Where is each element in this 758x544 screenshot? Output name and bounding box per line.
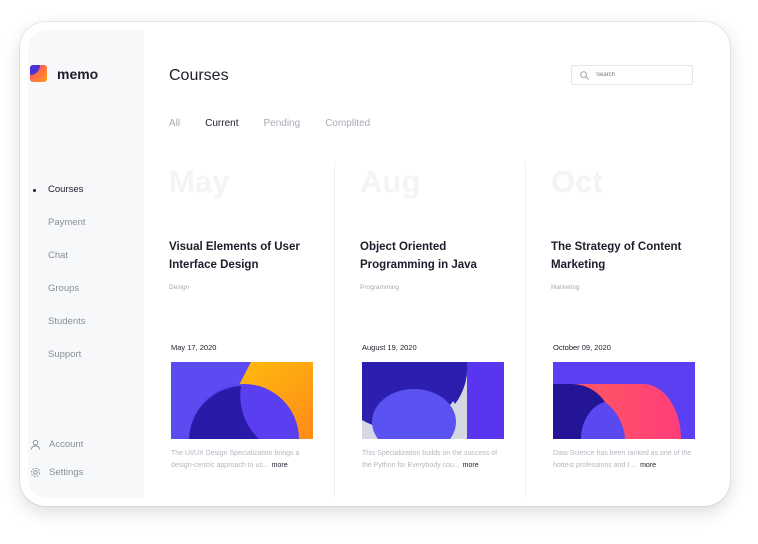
gear-icon — [30, 467, 41, 477]
course-category: Programming — [360, 284, 400, 291]
course-description: This Specialization builds on the succes… — [362, 450, 498, 469]
sidebar-nav: Courses Payment Chat Groups Students Sup… — [33, 184, 86, 382]
tab-all[interactable]: All — [169, 118, 181, 129]
course-description: Data Science has been ranked as one of t… — [553, 450, 692, 469]
user-icon — [30, 439, 41, 450]
course-month: Aug — [360, 164, 421, 199]
search-box[interactable] — [571, 65, 693, 85]
course-description: The UI/UX Design Specialization brings a… — [171, 450, 300, 469]
course-card[interactable]: May Visual Elements of User Interface De… — [144, 162, 335, 498]
tab-current[interactable]: Current — [205, 118, 239, 129]
more-link[interactable]: more — [271, 462, 288, 469]
device-frame: memo Courses Payment Chat Groups Student… — [20, 22, 730, 506]
app-screen: memo Courses Payment Chat Groups Student… — [28, 30, 722, 498]
main-content: Courses All Current Pending Complited Ma… — [144, 30, 722, 498]
sidebar-item-account[interactable]: Account — [30, 430, 83, 458]
sidebar-item-courses[interactable]: Courses — [33, 184, 86, 217]
sidebar-item-chat[interactable]: Chat — [48, 250, 69, 261]
sidebar-item-settings[interactable]: Settings — [30, 458, 83, 486]
course-date: May 17, 2020 — [171, 343, 217, 352]
more-link[interactable]: more — [640, 462, 657, 469]
course-month: May — [169, 164, 230, 199]
course-title[interactable]: Object Oriented Programming in Java — [360, 241, 477, 271]
course-image — [553, 362, 695, 439]
tab-pending[interactable]: Pending — [263, 118, 301, 129]
more-link[interactable]: more — [462, 462, 479, 469]
sidebar-item-support[interactable]: Support — [48, 349, 82, 360]
course-category: Marketing — [551, 284, 580, 291]
tab-completed[interactable]: Complited — [325, 118, 371, 129]
course-title[interactable]: The Strategy of Content Marketing — [551, 241, 682, 271]
course-title[interactable]: Visual Elements of User Interface Design — [169, 241, 300, 271]
course-list: May Visual Elements of User Interface De… — [144, 162, 717, 498]
course-card[interactable]: Oct The Strategy of Content Marketing Ma… — [526, 162, 717, 498]
logo-icon — [30, 65, 47, 82]
sidebar: memo Courses Payment Chat Groups Student… — [28, 30, 144, 498]
course-date: August 19, 2020 — [362, 343, 417, 352]
course-image — [171, 362, 313, 439]
search-input[interactable] — [596, 72, 686, 78]
settings-label: Settings — [49, 466, 84, 478]
logo[interactable]: memo — [30, 65, 98, 82]
course-image — [362, 362, 504, 439]
sidebar-item-payment[interactable]: Payment — [48, 217, 86, 228]
page-title: Courses — [169, 67, 229, 84]
app-name: memo — [57, 65, 99, 82]
course-date: October 09, 2020 — [553, 343, 611, 352]
sidebar-bottom: Account Settings — [30, 430, 83, 486]
course-category: Design — [169, 284, 190, 291]
account-label: Account — [49, 438, 84, 450]
course-month: Oct — [551, 164, 603, 199]
course-card[interactable]: Aug Object Oriented Programming in Java … — [335, 162, 526, 498]
tabs: All Current Pending Complited — [169, 118, 395, 129]
search-icon — [580, 70, 589, 80]
sidebar-item-groups[interactable]: Groups — [48, 283, 80, 294]
sidebar-item-students[interactable]: Students — [48, 316, 86, 327]
